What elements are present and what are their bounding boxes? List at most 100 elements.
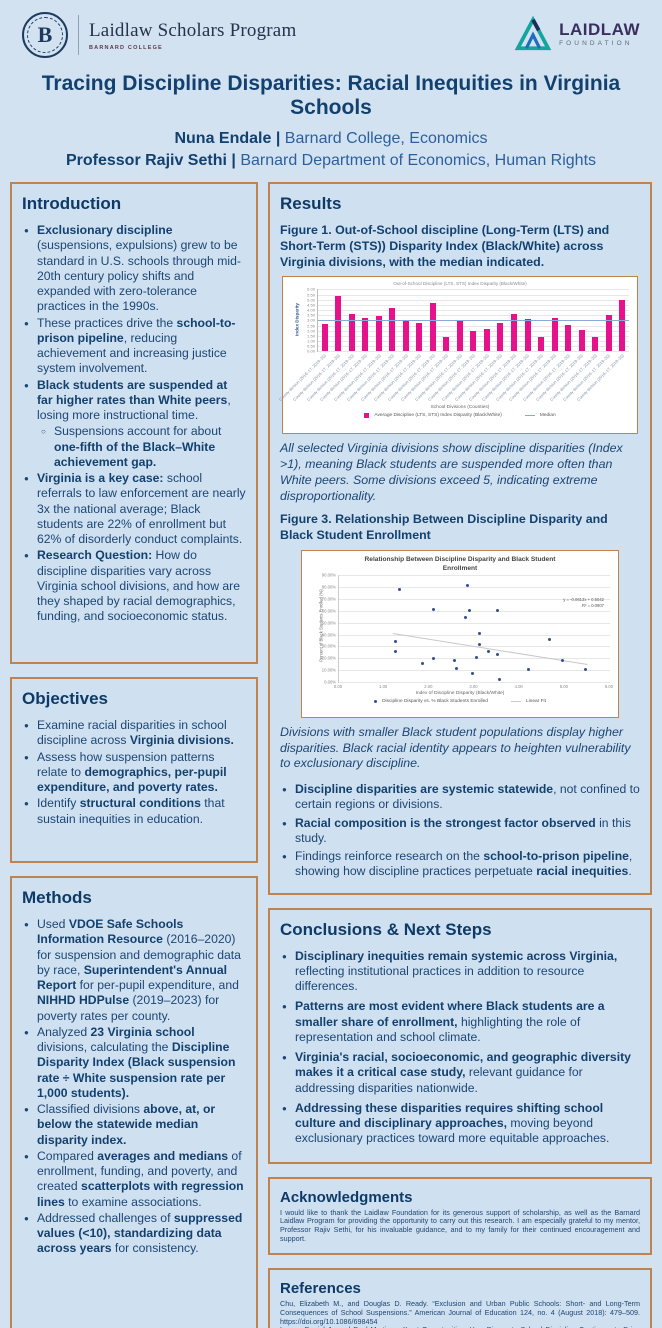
bullet-item: ● Virginia's racial, socioeconomic, and g… xyxy=(280,1050,640,1096)
bullet-text: Suspensions account for about one-fifth … xyxy=(54,424,222,469)
bullet-item: ● Classified divisions above, at, or belo… xyxy=(22,1102,246,1148)
scatter-point xyxy=(495,652,499,656)
bullet-marker: ● xyxy=(282,1002,287,1012)
gridline xyxy=(339,670,610,672)
section-references: References Chu, Elizabeth M., and Dougla… xyxy=(268,1268,652,1328)
bullet-item: ● Black students are suspended at far hig… xyxy=(22,378,246,424)
scatter-point xyxy=(432,656,436,660)
bullet-item: ● Disciplinary inequities remain systemic… xyxy=(280,949,640,995)
section-introduction: Introduction ● Exclusionary discipline (s… xyxy=(10,182,258,665)
trend-line xyxy=(393,633,588,666)
author-separator: | xyxy=(275,130,281,147)
bullet-marker: ● xyxy=(24,1027,29,1037)
section-heading: Acknowledgments xyxy=(280,1188,413,1206)
y-tick-label: 60.00% xyxy=(321,608,336,614)
scatter-point xyxy=(583,668,587,672)
bullet-text: Patterns are most evident where Black st… xyxy=(295,999,605,1044)
x-tick-label: 5.00 xyxy=(559,684,568,690)
bullet-text: Examine racial disparities in school dis… xyxy=(37,718,234,748)
y-tick-label: 90.00% xyxy=(321,572,336,578)
program-name: Laidlaw Scholars Program xyxy=(89,19,297,41)
bar xyxy=(443,336,450,352)
scatter-point xyxy=(477,642,481,646)
bullet-item: ● Used VDOE Safe Schools Information Reso… xyxy=(22,917,246,1024)
bullet-text: Virginia's racial, socioeconomic, and ge… xyxy=(295,1050,631,1095)
author-separator: | xyxy=(231,151,236,169)
bullet-text: Assess how suspension patterns relate to… xyxy=(37,749,227,795)
scatter-point xyxy=(454,667,458,671)
section-heading: Results xyxy=(280,194,342,214)
figure1-body: Index Disparity 0.00 0.50 1.00 1.50 2.00 2.50… xyxy=(291,287,629,354)
bullet-text: These practices drive the school-to-pris… xyxy=(37,315,236,376)
bullet-item: ● Findings reinforce research on the scho… xyxy=(280,849,640,880)
y-tick-label: 6.00 xyxy=(307,286,315,292)
median-legend-swatch xyxy=(524,415,535,417)
y-tick-label: 0.00 xyxy=(307,348,315,354)
bullet-text: Addressing these disparities requires sh… xyxy=(295,1100,610,1146)
program-subtitle: BARNARD COLLEGE xyxy=(89,44,163,51)
legend-label: Discipline Disparity vs. % Black Student… xyxy=(382,699,488,705)
scatter-point xyxy=(432,608,436,612)
bullet-item: ● Analyzed 23 Virginia school divisions, … xyxy=(22,1025,246,1101)
x-tick-label: 0.00 xyxy=(333,684,343,690)
author-name: Nuna Endale xyxy=(174,130,272,147)
bullet-text: Black students are suspended at far high… xyxy=(37,377,231,423)
y-tick-label: 50.00% xyxy=(321,620,336,626)
bullet-text: Exclusionary discipline (suspensions, ex… xyxy=(37,223,241,314)
bullet-text: Addressed challenges of suppressed value… xyxy=(37,1210,243,1256)
figure3-plot: 0.00% 10.00% 20.00% 30.00% 40.00% 50.00% 60.00… xyxy=(322,573,610,685)
scatter-point xyxy=(398,587,402,591)
scatter-point xyxy=(486,649,490,653)
legend-label: Linear Fit xyxy=(525,699,546,705)
trend-equation: y = -0.0613x + 0.5042 R² = 0.0907 xyxy=(563,597,604,609)
x-tick-label: 2.00 xyxy=(424,684,433,690)
bullet-text: Findings reinforce research on the schoo… xyxy=(295,849,633,879)
figure1-plot: 0.00 0.50 1.00 1.50 2.00 2.50 3.00 3.50 4.00 4.50… xyxy=(307,287,629,354)
gridline xyxy=(339,586,610,588)
bullet-item: ● Identify structural conditions that sus… xyxy=(22,796,246,827)
linearfit-legend-swatch xyxy=(510,701,521,703)
author-line-1: Nuna Endale | Barnard College, Economics xyxy=(0,128,662,150)
y-tick-label: 0.00% xyxy=(324,679,336,685)
scatter-point xyxy=(561,659,565,663)
section-heading: Objectives xyxy=(22,689,108,709)
bullet-marker: ● xyxy=(24,380,29,390)
bullet-marker: ● xyxy=(282,951,287,961)
bullet-marker: ● xyxy=(24,752,29,762)
bar xyxy=(402,321,409,352)
bullet-item: ○ Suspensions account for about one-fifth… xyxy=(39,424,246,470)
x-tick-label: 3.00 xyxy=(469,684,478,690)
bullet-item: ● Racial composition is the strongest fac… xyxy=(280,816,640,847)
bar xyxy=(429,302,436,352)
gridline xyxy=(317,351,629,353)
y-tick-label: 40.00% xyxy=(321,632,336,637)
x-tick-label: 4.00 xyxy=(514,684,523,690)
scatter-point xyxy=(475,656,479,660)
bullet-marker: ● xyxy=(282,1103,287,1113)
reference-entry: Losen, Daniel J., and Paul Martinez. “Lo… xyxy=(280,1325,640,1328)
x-axis-label: School Divisions (Counties) xyxy=(430,405,490,411)
y-axis-label: Index Disparity xyxy=(294,303,300,337)
figure3-legend: Discipline Disparity vs. % Black Student… xyxy=(310,699,610,704)
bullet-marker: ● xyxy=(24,474,29,484)
gridline xyxy=(317,299,629,301)
y-tick-label: 2.50 xyxy=(307,323,315,329)
reference-entry: Chu, Elizabeth M., and Douglas D. Ready.… xyxy=(280,1299,640,1326)
bullet-marker: ● xyxy=(282,785,287,795)
bullet-marker: ● xyxy=(24,551,29,561)
bar xyxy=(335,295,342,352)
gridline xyxy=(317,315,629,317)
bar xyxy=(348,314,355,352)
scatter-point xyxy=(463,616,467,620)
y-tick-label: 1.50 xyxy=(307,333,315,339)
author-line-2: Professor Rajiv Sethi | Barnard Departme… xyxy=(0,150,662,172)
section-heading: Conclusions & Next Steps xyxy=(280,919,492,939)
figure1-title: Figure 1. Out-of-School discipline (Long… xyxy=(280,223,610,269)
poster-columns: Introduction ● Exclusionary discipline (s… xyxy=(0,171,662,1328)
masthead: B Laidlaw Scholars Program BARNARD COLLE… xyxy=(0,0,662,58)
gridline xyxy=(339,610,610,612)
bullet-text: Compared averages and medians of enrollm… xyxy=(37,1148,244,1209)
bar xyxy=(456,320,463,352)
bullet-item: ● Compared averages and medians of enroll… xyxy=(22,1149,246,1210)
